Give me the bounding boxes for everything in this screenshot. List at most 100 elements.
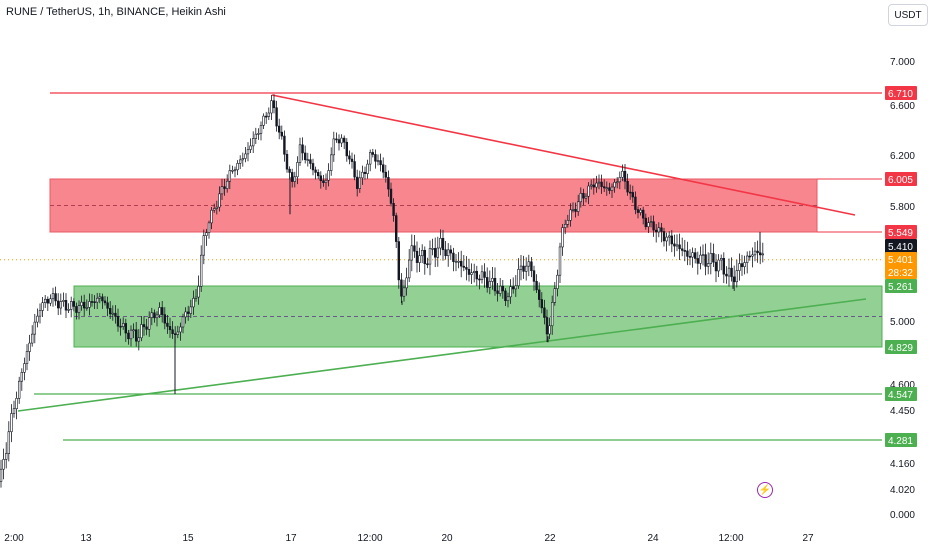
candle-body-51 — [132, 329, 135, 332]
candle-body-191 — [496, 290, 499, 294]
candle-body-188 — [488, 281, 491, 288]
candle-body-8 — [20, 372, 23, 382]
candle-body-27 — [70, 301, 73, 310]
candle-body-260 — [675, 244, 679, 247]
candle-body-81 — [210, 209, 213, 224]
candle-body-4 — [10, 413, 13, 433]
candle-body-190 — [493, 277, 497, 292]
candle-body-187 — [485, 277, 489, 288]
candle-body-57 — [148, 317, 151, 330]
candle-body-48 — [124, 323, 128, 334]
candle-body-175 — [454, 260, 458, 263]
candle-body-277 — [719, 258, 723, 261]
candle-body-151 — [392, 203, 395, 216]
candle-body-177 — [459, 260, 463, 267]
candle-body-95 — [246, 149, 250, 155]
candle-body-50 — [129, 329, 133, 340]
candle-body-167 — [433, 248, 437, 258]
candle-body-132 — [342, 137, 346, 143]
candle-body-18 — [46, 298, 50, 304]
candle-body-13 — [33, 321, 37, 335]
candle-body-204 — [530, 261, 533, 271]
bolt-icon[interactable]: ⚡ — [757, 482, 773, 498]
y-tick-label-8: 4.020 — [890, 485, 915, 496]
candle-body-185 — [480, 271, 484, 280]
candle-body-71 — [184, 311, 187, 318]
price-label-text-4: 5.401 — [888, 255, 913, 266]
candle-body-14 — [36, 315, 39, 323]
candle-body-267 — [693, 252, 697, 259]
candle-body-201 — [522, 265, 525, 272]
candle-body-21 — [54, 293, 57, 302]
candle-body-20 — [51, 293, 55, 300]
candle-body-269 — [699, 254, 702, 264]
candle-body-259 — [673, 243, 676, 247]
candle-body-157 — [407, 259, 411, 279]
candle-body-222 — [576, 201, 580, 212]
candle-body-239 — [621, 170, 624, 178]
zones-layer — [49, 178, 883, 348]
candle-body-288 — [748, 255, 752, 258]
candle-body-273 — [709, 253, 713, 264]
candle-body-216 — [561, 227, 564, 248]
candle-body-43 — [111, 312, 115, 315]
candle-body-219 — [569, 209, 572, 221]
candle-body-16 — [41, 302, 44, 311]
x-tick-label-2: 15 — [182, 533, 194, 544]
candle-body-68 — [176, 331, 179, 335]
candle-body-54 — [140, 324, 143, 339]
candle-body-184 — [478, 278, 481, 281]
candle-body-263 — [683, 250, 687, 252]
candle-body-26 — [67, 309, 70, 311]
price-label-text-3: 5.410 — [888, 242, 913, 253]
candle-body-196 — [509, 286, 512, 298]
candle-body-140 — [363, 171, 367, 174]
candle-body-46 — [119, 325, 122, 328]
price-label-text-9: 4.281 — [888, 436, 913, 447]
price-label-9: 4.281 — [885, 433, 917, 447]
candle-body-285 — [740, 263, 744, 268]
candle-body-47 — [122, 323, 125, 327]
candle-body-44 — [114, 312, 117, 317]
candle-body-64 — [166, 322, 169, 327]
candle-body-0 — [0, 468, 3, 482]
candle-body-195 — [506, 296, 510, 302]
candle-body-15 — [38, 310, 42, 317]
x-tick-label-4: 12:00 — [357, 533, 382, 544]
x-tick-label-8: 12:00 — [718, 533, 743, 544]
price-label-bg-2 — [885, 225, 917, 239]
candle-body-281 — [730, 267, 733, 278]
candle-body-183 — [475, 270, 478, 280]
candle-body-271 — [704, 254, 707, 267]
currency-button[interactable]: USDT — [888, 4, 928, 26]
candle-body-73 — [189, 306, 192, 314]
candle-body-274 — [712, 253, 715, 263]
candle-body-121 — [314, 169, 317, 173]
candle-body-211 — [548, 325, 551, 335]
candle-body-108 — [280, 131, 283, 137]
candle-body-33 — [85, 307, 89, 309]
price-label-4: 5.401 — [885, 252, 917, 266]
candle-body-145 — [376, 160, 380, 162]
candle-body-237 — [615, 181, 619, 184]
candle-body-10 — [25, 351, 29, 364]
candle-body-164 — [426, 263, 429, 266]
candle-body-180 — [467, 268, 471, 275]
candle-body-7 — [17, 380, 21, 399]
candle-body-61 — [158, 307, 161, 316]
candle-body-147 — [381, 164, 385, 173]
candle-body-159 — [413, 245, 416, 252]
price-label-text-7: 4.829 — [888, 343, 913, 354]
candle-body-137 — [355, 176, 359, 189]
candle-body-69 — [179, 326, 182, 333]
price-label-bg-3 — [885, 239, 917, 253]
candle-body-116 — [301, 144, 304, 154]
candle-body-251 — [652, 221, 655, 231]
candle-body-174 — [452, 252, 455, 262]
candle-body-168 — [436, 247, 439, 258]
candle-body-3 — [7, 431, 11, 454]
candle-body-208 — [540, 299, 544, 309]
price-label-text-8: 4.547 — [888, 390, 913, 401]
candle-body-131 — [340, 137, 343, 144]
